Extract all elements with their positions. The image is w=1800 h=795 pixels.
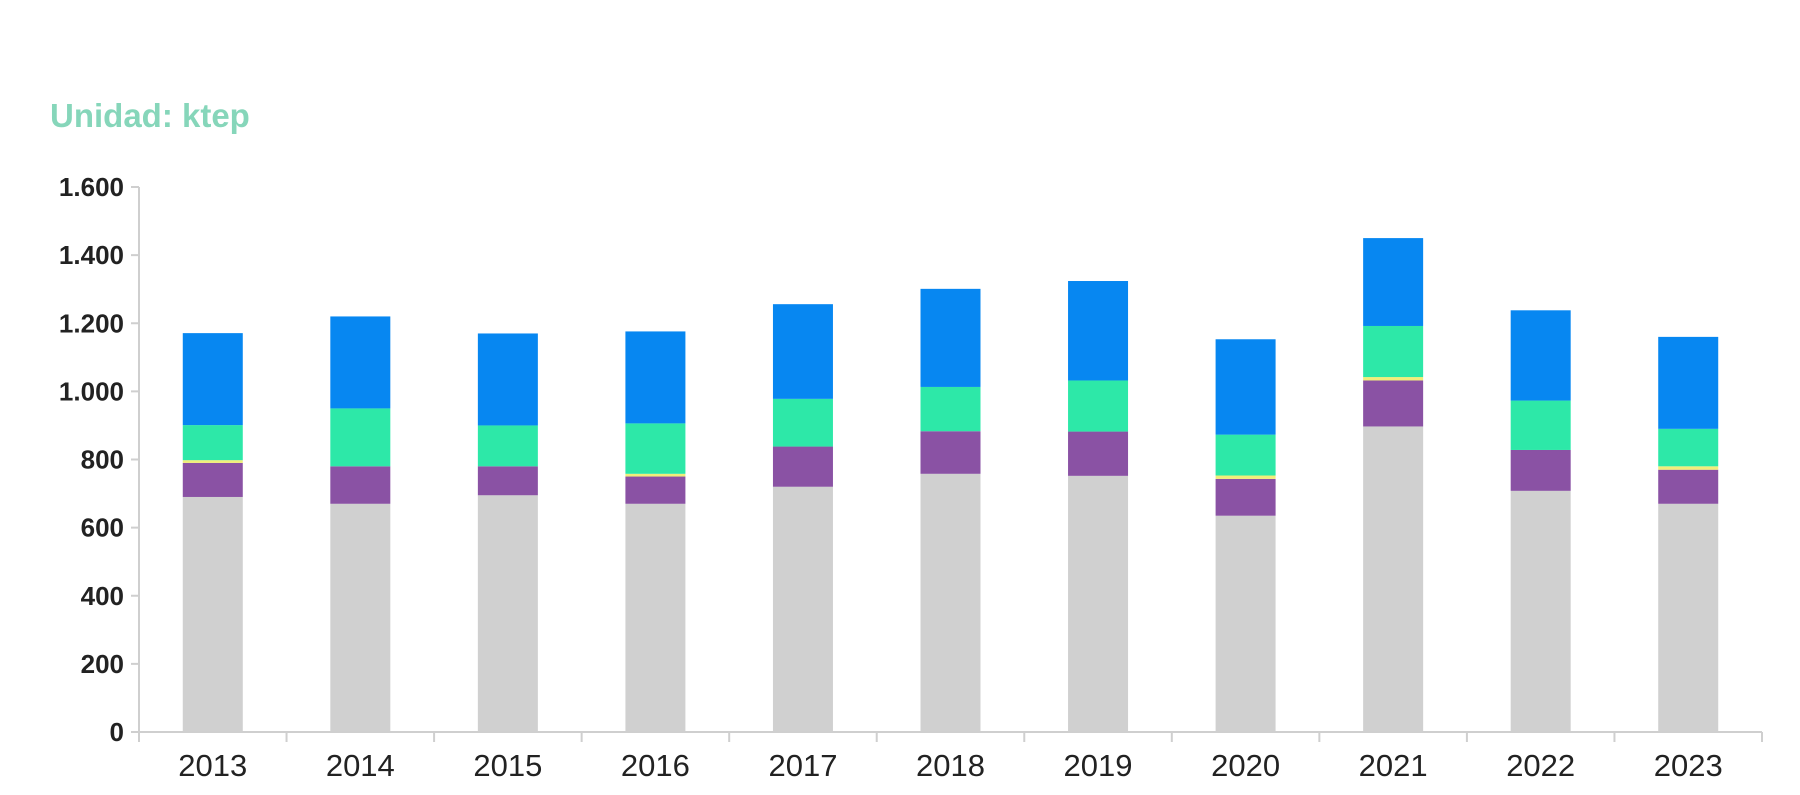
bar-segment-2020-series-3 [1215,475,1276,479]
x-tick-label: 2018 [916,748,985,783]
bar-segment-2014-series-1 [330,503,391,732]
x-tick-label: 2013 [178,748,247,783]
bar-segment-2013-series-4 [182,425,243,461]
x-tick-label: 2015 [473,748,542,783]
x-tick-label: 2016 [621,748,690,783]
bar-segment-2023-series-5 [1658,336,1719,429]
bar-segment-2015-series-4 [477,425,538,467]
bar-segment-2020-series-4 [1215,434,1276,476]
bar-segment-2014-series-4 [330,408,391,467]
bar-segment-2020-series-2 [1215,478,1276,516]
bar-segment-2016-series-3 [625,473,686,477]
bar-segment-2022-series-1 [1510,490,1571,732]
y-tick-label: 600 [81,513,124,543]
bar-segment-2023-series-3 [1658,466,1719,470]
bar-segment-2019-series-2 [1068,431,1129,476]
bar-segment-2022-series-4 [1510,400,1571,450]
bar-segment-2019-series-4 [1068,380,1129,432]
y-tick-label: 1.200 [59,308,124,338]
bar-segment-2016-series-4 [625,423,686,474]
x-tick-label: 2021 [1359,748,1428,783]
bar-segment-2021-series-3 [1363,377,1424,381]
x-tick-label: 2020 [1211,748,1280,783]
bar-segment-2019-series-5 [1068,281,1129,381]
y-tick-label: 400 [81,581,124,611]
bar-segment-2016-series-5 [625,331,686,424]
bar-segment-2022-series-5 [1510,310,1571,401]
bar-segment-2015-series-5 [477,333,538,426]
x-tick-label: 2023 [1654,748,1723,783]
bar-segment-2022-series-2 [1510,449,1571,491]
bar-segment-2021-series-1 [1363,426,1424,732]
bar-segment-2013-series-5 [182,333,243,426]
x-tick-label: 2014 [326,748,395,783]
bar-segment-2018-series-5 [920,288,981,387]
bars-group [182,238,1719,732]
bar-segment-2017-series-1 [772,486,833,732]
bar-segment-2014-series-5 [330,316,391,409]
bar-segment-2014-series-2 [330,466,391,504]
unit-label: Unidad: ktep [50,97,250,134]
bar-segment-2017-series-2 [772,446,833,487]
axes-group [131,186,1763,742]
bar-segment-2017-series-5 [772,304,833,399]
y-tick-label: 200 [81,649,124,679]
labels-group: 0 200 400 600 800 1.000 1.200 1.400 1.600 2013 201… [59,172,1723,783]
bar-segment-2017-series-4 [772,398,833,447]
bar-segment-2023-series-2 [1658,469,1719,504]
bar-segment-2021-series-5 [1363,238,1424,326]
bar-segment-2018-series-4 [920,386,981,432]
y-tick-label: 1.600 [59,172,124,202]
x-tick-label: 2022 [1506,748,1575,783]
bar-segment-2016-series-1 [625,503,686,732]
bar-segment-2016-series-2 [625,476,686,504]
bar-segment-2013-series-2 [182,462,243,497]
bar-segment-2018-series-2 [920,431,981,474]
y-tick-label: 0 [110,717,124,747]
x-tick-label: 2017 [768,748,837,783]
bar-segment-2013-series-1 [182,496,243,732]
x-tick-label: 2019 [1064,748,1133,783]
bar-segment-2018-series-1 [920,473,981,732]
bar-segment-2015-series-1 [477,495,538,732]
y-tick-label: 1.400 [59,240,124,270]
bar-segment-2023-series-4 [1658,428,1719,467]
bar-segment-2023-series-1 [1658,503,1719,732]
bar-segment-2020-series-1 [1215,515,1276,732]
bar-segment-2015-series-2 [477,466,538,496]
y-tick-label: 800 [81,445,124,475]
bar-segment-2019-series-1 [1068,475,1129,732]
bar-segment-2021-series-2 [1363,380,1424,427]
y-tick-label: 1.000 [59,376,124,406]
bar-segment-2013-series-3 [182,460,243,463]
bar-segment-2020-series-5 [1215,339,1276,435]
bar-segment-2021-series-4 [1363,325,1424,378]
